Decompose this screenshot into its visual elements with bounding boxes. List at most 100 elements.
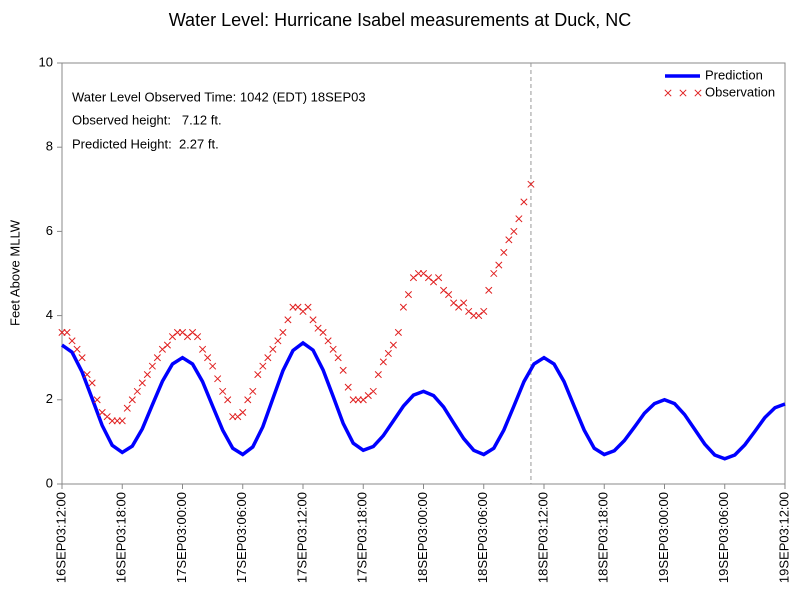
observation-marker	[58, 328, 66, 336]
legend-marker	[679, 89, 687, 97]
observation-marker	[153, 354, 161, 362]
observation-marker	[229, 413, 237, 421]
observation-marker	[515, 215, 523, 223]
observation-marker	[103, 413, 111, 421]
x-tick-label: 16SEP03:18:00	[114, 492, 129, 583]
observation-marker	[73, 345, 81, 353]
observation-marker	[239, 408, 247, 416]
observation-marker	[214, 375, 222, 383]
observation-marker	[374, 370, 382, 379]
observation-marker	[424, 274, 433, 282]
observation-marker	[304, 303, 312, 311]
observation-marker	[269, 345, 277, 353]
observation-marker	[93, 396, 101, 404]
observation-marker	[369, 387, 377, 395]
x-tick-label: 18SEP03:00:00	[415, 492, 430, 583]
observation-marker	[429, 278, 438, 286]
y-tick-label: 0	[46, 475, 53, 490]
x-tick-label: 18SEP03:18:00	[596, 492, 611, 583]
observation-marker	[470, 312, 478, 320]
observation-marker	[324, 337, 332, 345]
observation-marker	[284, 316, 292, 324]
observation-marker	[500, 248, 508, 257]
observation-marker	[475, 312, 483, 320]
observation-marker	[194, 333, 202, 341]
observation-marker	[450, 299, 458, 307]
x-tick-label: 19SEP03:12:00	[776, 492, 791, 583]
observation-marker	[173, 328, 182, 336]
observation-marker	[274, 337, 282, 345]
observation-marker	[349, 396, 357, 404]
observation-marker	[63, 328, 71, 336]
observation-marker	[148, 362, 156, 370]
x-tick-label: 17SEP03:06:00	[234, 492, 249, 583]
legend-label: Prediction	[705, 67, 763, 82]
observation-marker	[143, 370, 151, 379]
observation-marker	[78, 354, 86, 362]
observation-marker	[128, 396, 136, 404]
observation-marker	[379, 358, 387, 366]
y-tick-label: 2	[46, 391, 53, 406]
x-tick-label: 17SEP03:12:00	[294, 492, 309, 583]
observation-marker	[299, 307, 307, 315]
observation-marker	[138, 379, 146, 387]
observation-marker	[485, 286, 493, 294]
observation-marker	[495, 261, 503, 269]
observation-marker	[389, 341, 397, 349]
y-tick-label: 4	[46, 307, 53, 322]
observation-marker	[254, 370, 262, 379]
observation-marker	[118, 417, 126, 425]
observation-marker	[209, 362, 217, 370]
observation-marker	[264, 354, 272, 362]
observation-marker	[249, 387, 257, 395]
observation-marker	[460, 299, 468, 307]
observation-marker	[319, 328, 327, 336]
observation-marker	[83, 370, 91, 379]
observation-marker	[219, 387, 227, 395]
y-tick-label: 10	[39, 54, 53, 69]
legend-marker	[694, 89, 702, 97]
observation-marker	[455, 303, 463, 311]
observation-marker	[334, 354, 342, 362]
observation-marker	[445, 290, 453, 299]
y-tick-label: 6	[46, 223, 53, 238]
observation-marker	[344, 383, 352, 391]
observation-marker	[364, 392, 372, 400]
observation-marker	[178, 328, 187, 336]
observation-marker	[113, 417, 121, 425]
observation-marker	[123, 404, 131, 412]
observation-marker	[399, 303, 407, 311]
observation-marker	[204, 354, 212, 362]
observation-marker	[329, 345, 337, 353]
observation-marker	[98, 408, 106, 416]
x-tick-label: 16SEP03:12:00	[53, 492, 68, 583]
observation-marker	[108, 417, 116, 425]
prediction-line	[60, 340, 786, 461]
x-tick-label: 17SEP03:00:00	[174, 492, 189, 583]
x-tick-label: 19SEP03:06:00	[716, 492, 731, 583]
observation-marker	[480, 307, 488, 315]
observation-marker	[158, 345, 166, 353]
observation-marker	[505, 236, 513, 244]
observation-marker	[244, 396, 252, 404]
observation-marker	[199, 345, 207, 353]
observation-marker	[520, 198, 528, 206]
observation-marker	[133, 387, 141, 395]
observation-marker	[188, 328, 197, 336]
observation-marker	[510, 227, 518, 235]
observation-marker	[88, 379, 96, 387]
observation-marker	[527, 180, 535, 188]
x-tick-label: 18SEP03:12:00	[535, 492, 550, 583]
observation-marker	[234, 413, 242, 421]
y-axis-label: Feet Above MLLW	[7, 219, 22, 326]
observation-marker	[384, 349, 392, 358]
observation-marker	[168, 333, 177, 341]
observation-marker	[465, 307, 473, 315]
observation-marker	[409, 274, 418, 282]
observation-marker	[183, 333, 192, 341]
observation-marker	[309, 316, 317, 324]
observation-marker	[440, 286, 448, 294]
observation-marker	[314, 324, 322, 332]
observation-marker	[259, 362, 267, 370]
